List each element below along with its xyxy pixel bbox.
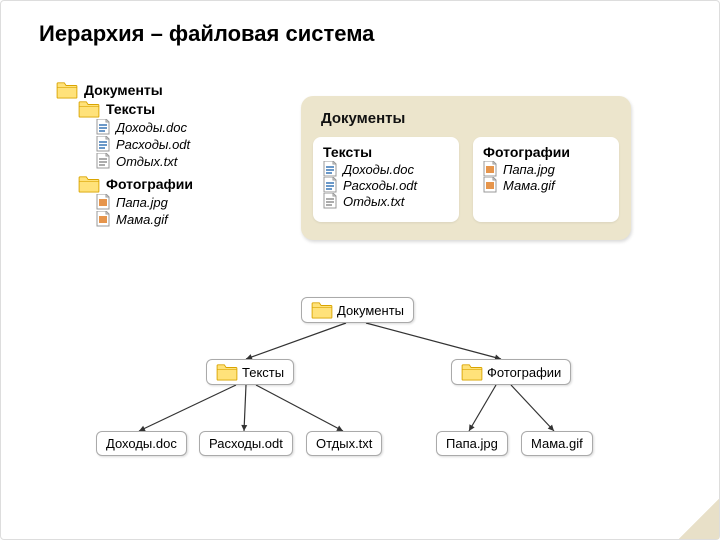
slide: Иерархия – файловая система Документы Те… (0, 0, 720, 540)
tree-folder: Фотографии (56, 175, 193, 193)
card-file-label: Доходы.doc (343, 162, 414, 177)
folder-icon (56, 81, 78, 99)
diagram-file-node: Расходы.odt (199, 431, 293, 456)
card-file-label: Расходы.odt (343, 178, 417, 193)
card-photos: Фотографии Папа.jpg Мама.gif (473, 137, 619, 222)
tree-file-label: Расходы.odt (116, 137, 190, 152)
file-img-icon (96, 211, 110, 227)
tree-file-label: Мама.gif (116, 212, 168, 227)
file-doc-icon (323, 161, 337, 177)
card-title: Фотографии (483, 145, 609, 159)
panel-title: Документы (321, 110, 619, 127)
card-file: Папа.jpg (483, 161, 609, 177)
tree-root-label: Документы (84, 82, 163, 98)
folder-icon (461, 363, 483, 381)
folder-icon (78, 100, 100, 118)
file-txt-icon (96, 153, 110, 169)
card-file: Мама.gif (483, 177, 609, 193)
tree-folder-label: Тексты (106, 101, 155, 117)
file-img-icon (483, 161, 497, 177)
diagram-edges (1, 291, 720, 511)
tree-root: Документы (56, 81, 193, 99)
card-file: Доходы.doc (323, 161, 449, 177)
hierarchy-diagram: Документы Тексты Фотографии Доходы.doc Рас… (1, 291, 720, 511)
card-file: Отдых.txt (323, 193, 449, 209)
card-texts: Тексты Доходы.doc Расходы.odt (313, 137, 459, 222)
tree-file-label: Папа.jpg (116, 195, 168, 210)
node-label: Тексты (242, 365, 284, 380)
folder-icon (216, 363, 238, 381)
folder-icon (311, 301, 333, 319)
panel-cards: Тексты Доходы.doc Расходы.odt (313, 137, 619, 222)
panel-documents: Документы Тексты Доходы.doc (301, 96, 631, 240)
diagram-file-node: Папа.jpg (436, 431, 508, 456)
file-img-icon (96, 194, 110, 210)
diagram-folder-node: Тексты (206, 359, 294, 385)
diagram-file-node: Доходы.doc (96, 431, 187, 456)
folder-icon (78, 175, 100, 193)
file-odt-icon (96, 136, 110, 152)
tree-file: Доходы.doc (56, 119, 193, 135)
file-img-icon (483, 177, 497, 193)
tree-file-label: Отдых.txt (116, 154, 177, 169)
diagram-file-node: Мама.gif (521, 431, 593, 456)
diagram-folder-node: Документы (301, 297, 414, 323)
node-label: Мама.gif (531, 436, 583, 451)
card-file-label: Мама.gif (503, 178, 555, 193)
tree-file: Расходы.odt (56, 136, 193, 152)
diagram-folder-node: Фотографии (451, 359, 571, 385)
slide-corner-fold (679, 499, 719, 539)
card-file: Расходы.odt (323, 177, 449, 193)
tree-file: Папа.jpg (56, 194, 193, 210)
tree-file: Отдых.txt (56, 153, 193, 169)
tree-folder: Тексты (56, 100, 193, 118)
node-label: Расходы.odt (209, 436, 283, 451)
node-label: Доходы.doc (106, 436, 177, 451)
tree-file: Мама.gif (56, 211, 193, 227)
left-tree: Документы Тексты Доходы.doc Расходы.odt (56, 81, 193, 228)
file-doc-icon (96, 119, 110, 135)
card-title: Тексты (323, 145, 449, 159)
card-file-label: Папа.jpg (503, 162, 555, 177)
file-txt-icon (323, 193, 337, 209)
file-odt-icon (323, 177, 337, 193)
node-label: Папа.jpg (446, 436, 498, 451)
slide-title: Иерархия – файловая система (39, 21, 374, 47)
diagram-file-node: Отдых.txt (306, 431, 382, 456)
node-label: Отдых.txt (316, 436, 372, 451)
card-file-label: Отдых.txt (343, 194, 404, 209)
tree-file-label: Доходы.doc (116, 120, 187, 135)
tree-folder-label: Фотографии (106, 176, 193, 192)
node-label: Фотографии (487, 365, 561, 380)
node-label: Документы (337, 303, 404, 318)
